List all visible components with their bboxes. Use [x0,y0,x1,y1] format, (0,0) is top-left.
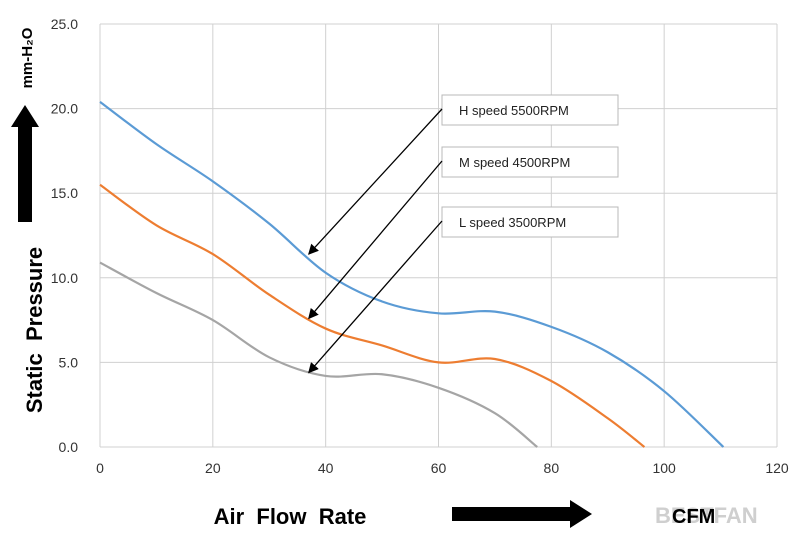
annotation-label: H speed 5500RPM [459,103,569,118]
annotation-label: M speed 4500RPM [459,155,570,170]
annotation-box [441,94,619,126]
y-tick-label: 10.0 [51,270,78,286]
series-lines [99,100,725,448]
x-tick-label: 40 [318,460,334,476]
x-tick-label: 80 [544,460,560,476]
x-axis-title: Air Flow Rate [214,504,367,529]
x-axis-arrow-icon [452,500,592,528]
y-tick-label: 15.0 [51,185,78,201]
svg-text:BESTFAN: BESTFAN [655,503,758,528]
plot-grid [99,23,778,448]
annotation-label: L speed 3500RPM [459,215,566,230]
x-tick-label: 20 [205,460,221,476]
x-axis-unit: CFM [672,506,715,528]
y-axis-arrow-icon [11,105,39,222]
y-axis-title: Static Pressure [22,247,47,413]
y-tick-label: 5.0 [59,354,79,370]
y-axis-unit: mm-H₂O [19,27,36,88]
y-tick-label: 20.0 [51,101,78,117]
watermark-logo: BESTFAN [655,503,758,528]
x-tick-label: 100 [652,460,676,476]
y-tick-label: 0.0 [59,439,79,455]
x-axis-ticks: 0 20 40 60 80 100 120 [96,460,789,476]
annotation-arrow [308,220,443,374]
series-line-m-speed [99,183,646,448]
annotations: H speed 5500RPM M speed 4500RPM L speed 35… [308,94,619,374]
series-line-l-speed [99,261,538,448]
x-tick-label: 60 [431,460,447,476]
annotation-arrow [308,108,443,255]
x-tick-label: 0 [96,460,104,476]
annotation-arrow [308,160,443,320]
y-tick-label: 25.0 [51,16,78,32]
y-axis-ticks: 0.0 5.0 10.0 15.0 20.0 25.0 [51,16,78,455]
annotation-box [441,206,619,238]
x-tick-label: 120 [765,460,789,476]
series-line-h-speed [99,100,725,448]
